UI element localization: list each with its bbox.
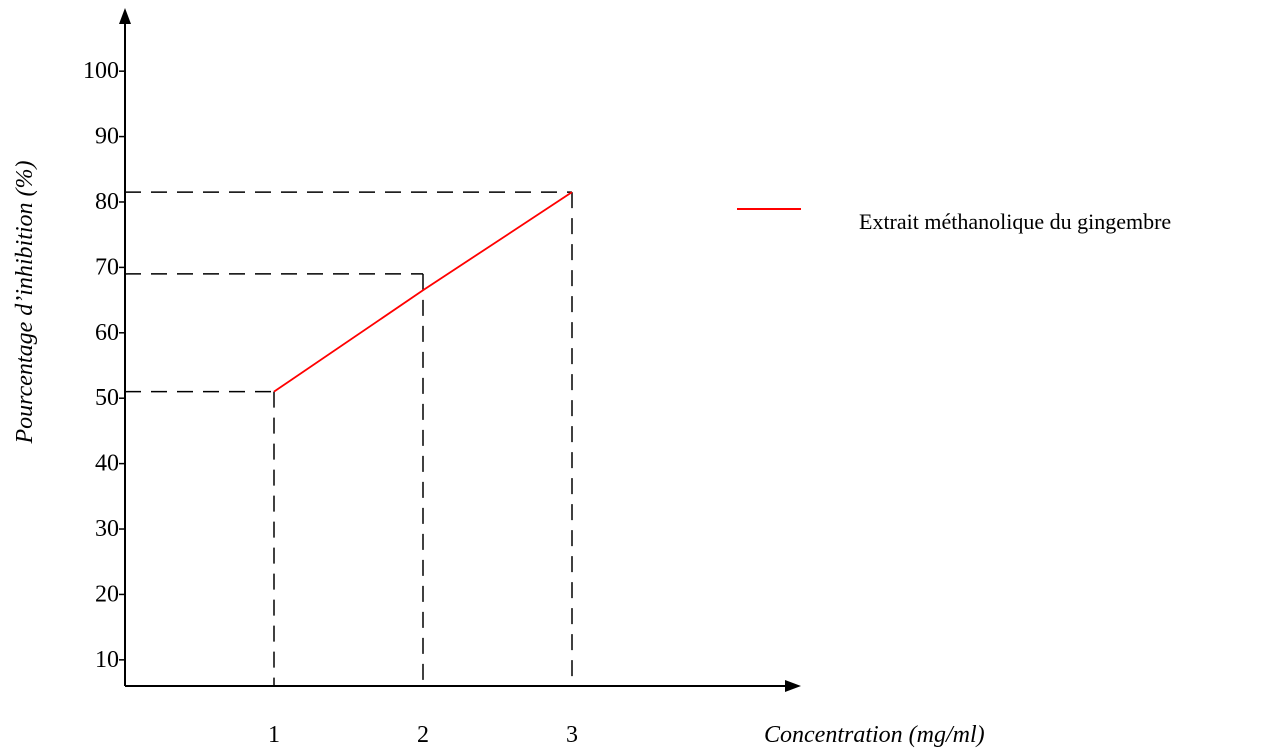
x-axis-title: Concentration (mg/ml): [764, 722, 985, 748]
x-ticks: 1 2 3: [268, 722, 578, 748]
axes: [119, 8, 801, 692]
series-line: [273, 191, 573, 393]
y-tick-label: 10: [95, 647, 119, 673]
series: [273, 191, 573, 393]
x-tick-label: 1: [268, 722, 280, 748]
y-tick-label: 100: [83, 58, 119, 84]
y-ticks: 10 20 30 40 50 60 70 80 90 100: [83, 58, 125, 673]
y-tick-label: 40: [95, 451, 119, 477]
y-tick-label: 90: [95, 124, 119, 150]
reference-guides: [125, 191, 573, 686]
y-tick-label: 50: [95, 385, 119, 411]
y-tick-label: 30: [95, 516, 119, 542]
legend: Extrait méthanolique du gingembre: [737, 208, 1171, 234]
y-tick-label: 20: [95, 581, 119, 607]
x-axis-arrow: [785, 680, 801, 692]
y-tick-label: 60: [95, 320, 119, 346]
x-tick-label: 2: [417, 722, 429, 748]
y-tick-label: 80: [95, 189, 119, 215]
y-axis-arrow: [119, 8, 131, 24]
legend-label: Extrait méthanolique du gingembre: [859, 209, 1171, 234]
y-tick-label: 70: [95, 254, 119, 280]
x-tick-label: 3: [566, 722, 578, 748]
y-axis-title: Pourcentage d’inhibition (%): [12, 160, 38, 444]
